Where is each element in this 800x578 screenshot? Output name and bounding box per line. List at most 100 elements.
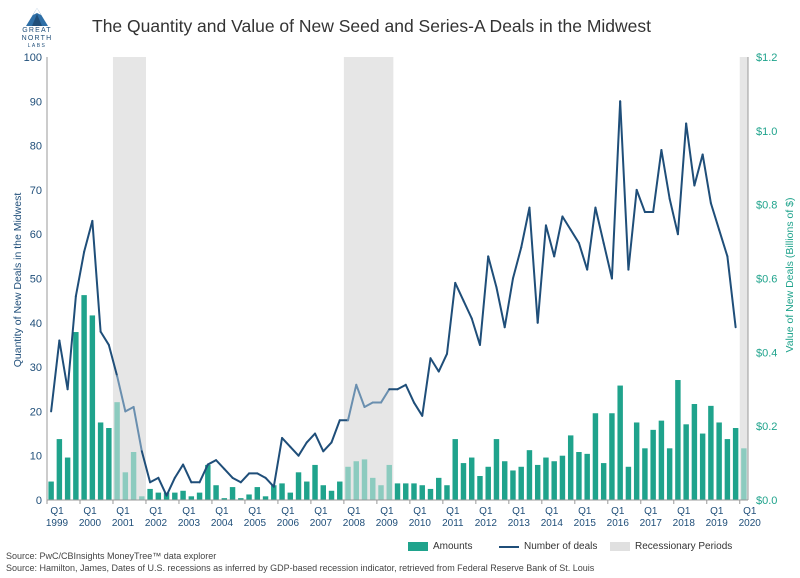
source-note: Source: Hamilton, James, Dates of U.S. r… bbox=[6, 563, 595, 573]
x-tick-label: 2001 bbox=[112, 518, 135, 529]
line-segment bbox=[544, 224, 556, 258]
bar bbox=[114, 402, 120, 500]
bar bbox=[122, 472, 129, 500]
x-tick-label: 2010 bbox=[409, 518, 432, 529]
bar bbox=[551, 461, 557, 500]
x-tick-label: 2008 bbox=[343, 518, 366, 529]
line-segment bbox=[445, 281, 457, 355]
x-tick-label: Q1 bbox=[545, 506, 559, 517]
y-tick-label-right: $1.0 bbox=[756, 126, 777, 138]
x-tick-label: Q1 bbox=[149, 506, 163, 517]
x-tick-label: Q1 bbox=[215, 506, 229, 517]
line-segment bbox=[272, 436, 284, 488]
line-segment bbox=[149, 476, 160, 484]
x-tick-label: Q1 bbox=[446, 506, 460, 517]
x-tick-label: Q1 bbox=[248, 506, 262, 517]
line-segment bbox=[693, 153, 704, 187]
bar bbox=[741, 448, 747, 500]
logo-subtext: LABS bbox=[27, 43, 47, 49]
bar bbox=[600, 463, 607, 500]
line-segment bbox=[602, 242, 613, 280]
bar bbox=[238, 498, 244, 500]
line-segment bbox=[305, 432, 317, 444]
x-tick-label: 2019 bbox=[706, 518, 729, 529]
line-segment bbox=[660, 149, 671, 200]
x-tick-label: Q1 bbox=[578, 506, 592, 517]
bar bbox=[229, 487, 236, 500]
y-tick-label-left: 90 bbox=[30, 96, 42, 108]
bar bbox=[81, 295, 87, 500]
y-tick-label-left: 30 bbox=[30, 362, 42, 374]
line-segment bbox=[487, 255, 498, 289]
line-segment bbox=[256, 472, 267, 479]
y-tick-label-left: 40 bbox=[30, 318, 42, 330]
chart-title: The Quantity and Value of New Seed and S… bbox=[92, 16, 652, 36]
line-segment bbox=[528, 206, 539, 324]
line-segment bbox=[429, 357, 440, 373]
line-segment bbox=[396, 383, 407, 391]
bar bbox=[304, 481, 310, 500]
line-segment bbox=[553, 215, 564, 258]
line-segment bbox=[685, 122, 696, 187]
line-segment bbox=[454, 281, 465, 302]
y-tick-label-right: $0.0 bbox=[756, 495, 777, 507]
bar bbox=[378, 485, 384, 500]
bar bbox=[312, 464, 318, 500]
line-segment bbox=[676, 122, 688, 236]
line-segment bbox=[132, 405, 143, 453]
x-tick-label: Q1 bbox=[116, 506, 130, 517]
bar bbox=[172, 492, 178, 500]
x-tick-label: 2018 bbox=[673, 518, 696, 529]
x-tick-label: Q1 bbox=[182, 506, 196, 517]
bar bbox=[48, 481, 54, 500]
y-tick-label-right: $0.6 bbox=[756, 274, 777, 286]
line-segment bbox=[173, 463, 185, 479]
line-segment bbox=[363, 401, 374, 408]
line-segment bbox=[223, 467, 234, 479]
line-segment bbox=[355, 383, 366, 408]
line-segment bbox=[437, 352, 448, 373]
bar bbox=[106, 428, 112, 500]
y-tick-label-left: 100 bbox=[24, 52, 42, 64]
line-segment bbox=[322, 441, 333, 453]
y-tick-label-right: $1.2 bbox=[756, 52, 777, 64]
legend-label: Recessionary Periods bbox=[635, 541, 733, 552]
x-tick-label: 2012 bbox=[475, 518, 498, 529]
x-tick-label: Q1 bbox=[611, 506, 625, 517]
y-tick-label-left: 60 bbox=[30, 229, 42, 241]
line-segment bbox=[281, 436, 292, 448]
line-segment bbox=[701, 153, 712, 205]
bar bbox=[584, 453, 590, 500]
bar bbox=[427, 488, 434, 500]
bar bbox=[147, 488, 153, 500]
line-segment bbox=[157, 476, 168, 497]
bar bbox=[592, 413, 599, 500]
line-segment bbox=[124, 405, 135, 413]
bar bbox=[609, 413, 615, 500]
x-tick-label: Q1 bbox=[644, 506, 658, 517]
y-tick-label-left: 0 bbox=[36, 495, 42, 507]
line-segment bbox=[462, 299, 473, 320]
line-segment bbox=[289, 445, 300, 457]
line-segment bbox=[561, 215, 572, 231]
y-tick-label-right: $0.8 bbox=[756, 200, 777, 212]
y-axis-label-left: Quantity of New Deals in the Midwest bbox=[12, 193, 24, 368]
bar bbox=[493, 439, 500, 500]
line-segment bbox=[718, 228, 729, 258]
bar bbox=[501, 461, 508, 500]
bar bbox=[271, 485, 277, 500]
bar bbox=[213, 485, 219, 500]
bar bbox=[633, 422, 640, 500]
x-tick-label: 2009 bbox=[376, 518, 399, 529]
line-segment bbox=[83, 219, 94, 253]
bar bbox=[139, 496, 145, 500]
line-segment bbox=[140, 450, 152, 484]
x-tick-label: 2013 bbox=[508, 518, 531, 529]
bar bbox=[469, 457, 475, 500]
line-segment bbox=[165, 476, 176, 497]
logo-text: GREAT NORTH bbox=[21, 27, 53, 42]
line-segment bbox=[116, 374, 127, 413]
mountain-icon bbox=[26, 8, 48, 26]
y-tick-label-right: $0.4 bbox=[756, 347, 777, 359]
line-segment bbox=[577, 242, 589, 271]
